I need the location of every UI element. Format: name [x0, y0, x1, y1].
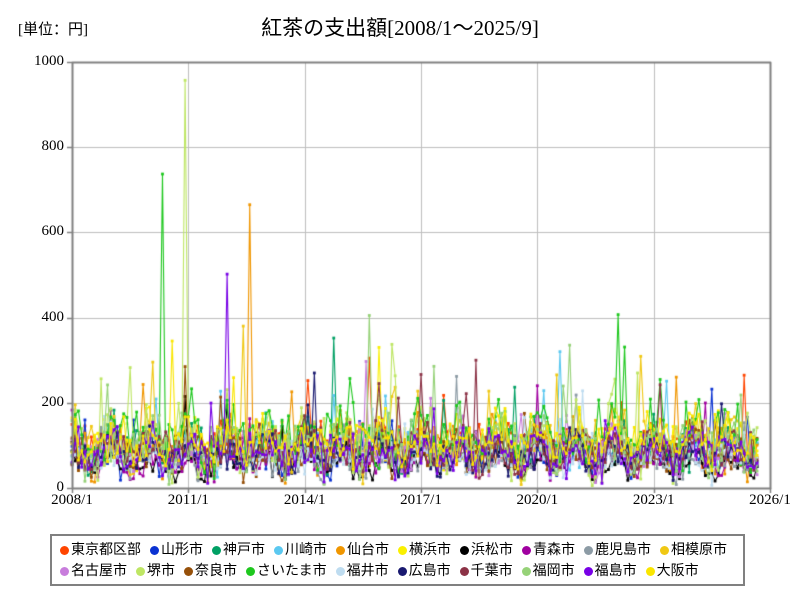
legend-item[interactable]: 川崎市 — [274, 542, 327, 558]
x-axis-tick-label: 2011/1 — [167, 492, 209, 508]
y-axis-tick-label: 1000 — [34, 53, 64, 69]
legend-marker-icon — [583, 567, 593, 576]
legend-item[interactable]: 山形市 — [150, 542, 203, 558]
legend-label: 神戸市 — [223, 542, 265, 558]
legend-label: 相模原市 — [671, 542, 727, 558]
x-axis-tick-label: 2023/1 — [632, 492, 675, 508]
legend-item[interactable]: 堺市 — [136, 563, 175, 579]
legend-marker-icon — [246, 567, 255, 576]
legend-marker-icon — [460, 546, 469, 555]
legend-label: 仙台市 — [347, 542, 389, 558]
y-axis-tick-label: 800 — [41, 138, 65, 155]
legend-item[interactable]: 大阪市 — [645, 563, 699, 579]
y-axis-tick-label: 200 — [41, 393, 65, 410]
y-axis-tick-label: 400 — [41, 308, 65, 325]
legend-label: 川崎市 — [285, 542, 327, 558]
x-axis-tick-label: 2014/1 — [283, 492, 326, 508]
legend-marker-icon — [398, 546, 407, 555]
x-axis-tick-label: 2008/1 — [51, 492, 93, 508]
legend-label: 福島市 — [594, 563, 637, 579]
legend-item[interactable]: 福岡市 — [521, 563, 575, 579]
legend-marker-icon — [521, 567, 531, 576]
legend-label: 福岡市 — [532, 563, 575, 579]
legend-label: 奈良市 — [195, 563, 237, 579]
legend-marker-icon — [150, 546, 159, 555]
legend-marker-icon — [459, 567, 469, 576]
legend-item[interactable]: 相模原市 — [660, 542, 727, 558]
legend-item[interactable]: さいたま市 — [246, 563, 327, 579]
x-axis-tick-label: 2026/1 — [749, 492, 791, 508]
legend-row: 名古屋市 堺市 奈良市 さいたま市 福井市 広島市 千葉市 福岡市 福島市 大阪市 — [60, 561, 737, 582]
legend-label: 横浜市 — [409, 542, 451, 558]
legend-item[interactable]: 奈良市 — [184, 563, 237, 579]
legend-marker-icon — [645, 567, 655, 576]
legend-label: さいたま市 — [257, 563, 327, 579]
legend-marker-icon — [60, 567, 69, 576]
legend-item[interactable]: 鹿児島市 — [584, 542, 651, 558]
legend-marker-icon — [397, 567, 407, 576]
legend-label: 大阪市 — [656, 563, 699, 579]
x-axis-tick-label: 2020/1 — [516, 492, 559, 508]
legend-row: 東京都区部 山形市 神戸市 川崎市 仙台市 横浜市 浜松市 青森市 鹿児島市 相模原市 — [60, 540, 737, 561]
legend-marker-icon — [335, 567, 345, 576]
legend-item[interactable]: 東京都区部 — [60, 542, 141, 558]
legend-marker-icon — [336, 546, 345, 555]
legend-label: 広島市 — [408, 563, 451, 579]
legend-label: 東京都区部 — [71, 542, 141, 558]
legend-item[interactable]: 千葉市 — [459, 563, 513, 579]
legend-item[interactable]: 福島市 — [583, 563, 637, 579]
legend-label: 千葉市 — [470, 563, 513, 579]
chart-legend: 東京都区部 山形市 神戸市 川崎市 仙台市 横浜市 浜松市 青森市 鹿児島市 相模原市名古屋市 堺市… — [50, 534, 745, 586]
legend-item[interactable]: 神戸市 — [212, 542, 265, 558]
legend-marker-icon — [136, 567, 145, 576]
legend-label: 青森市 — [533, 542, 575, 558]
legend-label: 堺市 — [147, 563, 175, 579]
legend-marker-icon — [184, 567, 193, 576]
legend-label: 福井市 — [346, 563, 389, 579]
y-axis-tick-label: 0 — [56, 479, 65, 495]
legend-item[interactable]: 青森市 — [522, 542, 575, 558]
legend-item[interactable]: 仙台市 — [336, 542, 389, 558]
legend-item[interactable]: 広島市 — [397, 563, 451, 579]
legend-marker-icon — [522, 546, 531, 555]
legend-marker-icon — [60, 546, 69, 555]
legend-item[interactable]: 名古屋市 — [60, 563, 127, 579]
x-axis-tick-label: 2017/1 — [400, 492, 442, 508]
legend-label: 山形市 — [161, 542, 203, 558]
legend-label: 鹿児島市 — [595, 542, 651, 558]
legend-marker-icon — [274, 546, 283, 555]
legend-label: 浜松市 — [471, 542, 513, 558]
legend-label: 名古屋市 — [71, 563, 127, 579]
legend-item[interactable]: 福井市 — [335, 563, 389, 579]
y-axis-tick-label: 600 — [41, 223, 65, 240]
legend-marker-icon — [584, 546, 593, 555]
legend-item[interactable]: 横浜市 — [398, 542, 451, 558]
legend-item[interactable]: 浜松市 — [460, 542, 513, 558]
legend-marker-icon — [660, 546, 669, 555]
legend-marker-icon — [212, 546, 221, 555]
